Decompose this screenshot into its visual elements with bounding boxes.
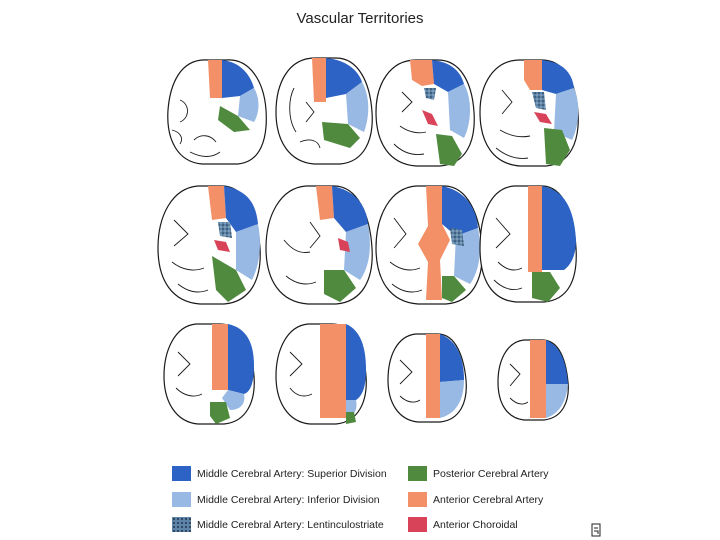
mca-inferior-region [238, 88, 259, 122]
lenticulostriate-region [532, 92, 546, 110]
legend: Middle Cerebral Artery: Superior Divisio… [172, 466, 572, 536]
aca-region [320, 324, 346, 418]
slice-detail [289, 87, 321, 149]
axial-slice-10 [275, 323, 367, 425]
mca-superior-region [440, 334, 464, 382]
legend-swatch [408, 492, 427, 507]
aca-region [208, 186, 226, 220]
legend-item-mca-inferior: Middle Cerebral Artery: Inferior Divisio… [172, 492, 380, 507]
mca-inferior-region [346, 82, 369, 132]
pca-region [346, 412, 356, 424]
slice-detail [175, 351, 203, 397]
aca-region [426, 334, 440, 418]
slice-detail [495, 89, 531, 159]
mca-inferior-region [448, 84, 470, 138]
aca-region [524, 60, 542, 90]
aca-region [530, 340, 546, 418]
lenticulostriate-region [218, 222, 232, 238]
pca-region [324, 270, 356, 302]
slice-detail [399, 359, 421, 403]
page-corner-icon [591, 523, 601, 537]
axial-slice-7 [375, 185, 483, 305]
axial-slice-3 [375, 59, 475, 167]
mca-superior-region [222, 60, 254, 98]
axial-slice-2 [275, 57, 373, 165]
aca-region [312, 58, 326, 102]
slice-detail [509, 363, 529, 405]
legend-swatch [172, 466, 191, 481]
mca-superior-region [326, 58, 362, 98]
pca-region [544, 128, 570, 166]
pca-region [436, 134, 462, 166]
slice-detail [171, 219, 209, 293]
legend-item-mca-superior: Middle Cerebral Artery: Superior Divisio… [172, 466, 387, 481]
slice-detail [283, 221, 321, 285]
mca-superior-region [332, 186, 368, 232]
legend-label: Middle Cerebral Artery: Inferior Divisio… [197, 493, 380, 506]
legend-swatch [408, 517, 427, 532]
slice-detail [493, 217, 523, 291]
axial-slice-5 [157, 185, 261, 305]
mca-superior-region [542, 186, 576, 270]
aca-region [410, 60, 434, 86]
legend-swatch [408, 466, 427, 481]
aca-region [528, 186, 542, 272]
mca-superior-region [542, 60, 574, 94]
anterior-choroidal-region [422, 110, 438, 126]
pca-region [218, 106, 250, 132]
legend-item-anterior-choroidal: Anterior Choroidal [408, 517, 518, 532]
axial-slice-4 [479, 59, 579, 167]
slice-detail [389, 217, 423, 293]
legend-item-aca: Anterior Cerebral Artery [408, 492, 543, 507]
legend-label: Posterior Cerebral Artery [433, 467, 549, 480]
figure-title: Vascular Territories [296, 10, 424, 27]
legend-swatch [172, 492, 191, 507]
aca-region [208, 60, 222, 98]
anterior-choroidal-region [338, 238, 350, 252]
legend-item-mca-lenticulostriate: Middle Cerebral Artery: Lentinculostriat… [172, 517, 384, 532]
pca-region [212, 256, 246, 302]
mca-superior-region [346, 324, 366, 400]
mca-inferior-region [236, 224, 260, 280]
mca-inferior-region [344, 224, 370, 280]
axial-slice-8 [479, 185, 577, 303]
axial-slice-12 [497, 339, 569, 421]
anterior-choroidal-region [214, 240, 230, 252]
axial-slice-1 [167, 59, 267, 165]
legend-label: Middle Cerebral Artery: Superior Divisio… [197, 467, 387, 480]
pca-region [322, 122, 360, 148]
mca-inferior-region [546, 384, 568, 418]
mca-superior-region [546, 340, 568, 384]
anterior-choroidal-region [534, 112, 552, 124]
pca-region [442, 276, 466, 302]
slice-detail [393, 91, 427, 155]
legend-item-pca: Posterior Cerebral Artery [408, 466, 549, 481]
mca-superior-region [442, 186, 478, 236]
mca-inferior-region [554, 88, 579, 140]
brain-slices-grid [157, 57, 579, 425]
pca-region [532, 272, 560, 302]
axial-slice-11 [387, 333, 467, 423]
mca-inferior-region [440, 380, 464, 418]
mca-superior-region [432, 60, 464, 92]
legend-label: Anterior Cerebral Artery [433, 493, 544, 506]
lenticulostriate-region [424, 88, 436, 100]
lenticulostriate-region [450, 228, 464, 246]
aca-region [316, 186, 334, 220]
mca-superior-region [228, 324, 254, 394]
mca-superior-region [224, 186, 258, 232]
mca-inferior-region [222, 390, 245, 410]
pca-region [210, 402, 230, 424]
slice-detail [289, 351, 313, 397]
slice-detail [171, 99, 221, 157]
legend-label: Middle Cerebral Artery: Lentinculostriat… [197, 518, 384, 531]
legend-swatch [172, 517, 191, 532]
axial-slice-9 [163, 323, 255, 425]
axial-slice-6 [265, 185, 373, 305]
legend-label: Anterior Choroidal [433, 518, 518, 531]
aca-region [212, 324, 228, 390]
